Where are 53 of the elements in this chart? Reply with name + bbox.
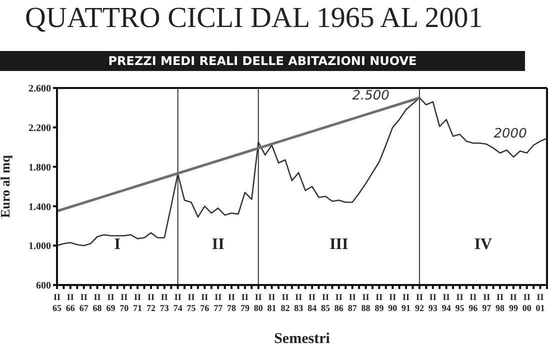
x-tick-label: II 75 <box>186 292 196 313</box>
y-tick-label: 1.000 <box>28 241 51 252</box>
y-tick-label: 1.800 <box>28 162 51 174</box>
x-tick-label: II 80 <box>254 292 264 313</box>
x-tick-label: II 68 <box>92 292 102 313</box>
x-tick-label: II 77 <box>214 292 224 313</box>
x-tick-label: II 99 <box>508 292 518 313</box>
annotation: IV <box>474 236 492 253</box>
y-tick-label: 2.200 <box>28 122 51 134</box>
x-tick-label: II 93 <box>428 292 438 313</box>
y-axis-title: Euro al mq <box>0 154 13 218</box>
x-tick-label: II 81 <box>267 292 277 313</box>
x-tick-label: II 78 <box>227 292 237 313</box>
x-tick-label: II 82 <box>280 292 290 313</box>
x-tick-label: II 72 <box>146 292 156 313</box>
x-tick-label: II 70 <box>120 292 130 313</box>
annotation: 2.500 <box>352 88 390 104</box>
x-tick-label: II 01 <box>536 292 546 313</box>
x-tick-label: II 97 <box>482 292 492 313</box>
x-tick-label: II 92 <box>414 292 424 313</box>
x-tick-label: II 83 <box>294 292 304 313</box>
x-tick-label: II 84 <box>308 292 318 313</box>
x-tick-label: II 66 <box>66 292 76 313</box>
x-tick-label: II 98 <box>496 292 506 313</box>
x-tick-label: II 89 <box>374 292 384 313</box>
annotation: 2000 <box>494 126 527 142</box>
chart-subtitle: PREZZI MEDI REALI DELLE ABITAZIONI NUOVE <box>0 51 525 71</box>
x-tick-label: II 79 <box>240 292 250 313</box>
x-tick-label: II 88 <box>361 292 371 313</box>
x-tick-label: II 85 <box>320 292 330 313</box>
x-tick-label: II 87 <box>348 292 358 313</box>
annotation: I <box>114 236 121 253</box>
x-tick-label: II 95 <box>455 292 465 313</box>
chart-title: QUATTRO CICLI DAL 1965 AL 2001 <box>25 2 483 35</box>
y-tick-label: 2.600 <box>28 84 51 95</box>
x-tick-label: II 74 <box>173 292 183 313</box>
x-tick-label: II 94 <box>442 292 452 313</box>
y-tick-label: 600 <box>36 280 51 292</box>
annotation: III <box>330 236 348 253</box>
x-tick-label: II 00 <box>522 292 532 313</box>
y-tick-label: 1.400 <box>28 202 51 213</box>
annotation: II <box>212 236 224 253</box>
x-tick-label: II 91 <box>402 292 412 313</box>
x-tick-label: II 69 <box>106 292 116 313</box>
x-tick-label: II 90 <box>388 292 398 313</box>
x-tick-label: II 73 <box>160 292 170 313</box>
x-tick-label: II 67 <box>79 292 89 313</box>
x-tick-label: II 96 <box>468 292 478 313</box>
x-tick-label: II 71 <box>133 292 143 313</box>
x-tick-label: II 86 <box>334 292 344 313</box>
x-tick-label: II 76 <box>200 292 210 313</box>
x-tick-label: II 65 <box>52 292 62 313</box>
x-axis-title: Semestri <box>274 331 330 345</box>
